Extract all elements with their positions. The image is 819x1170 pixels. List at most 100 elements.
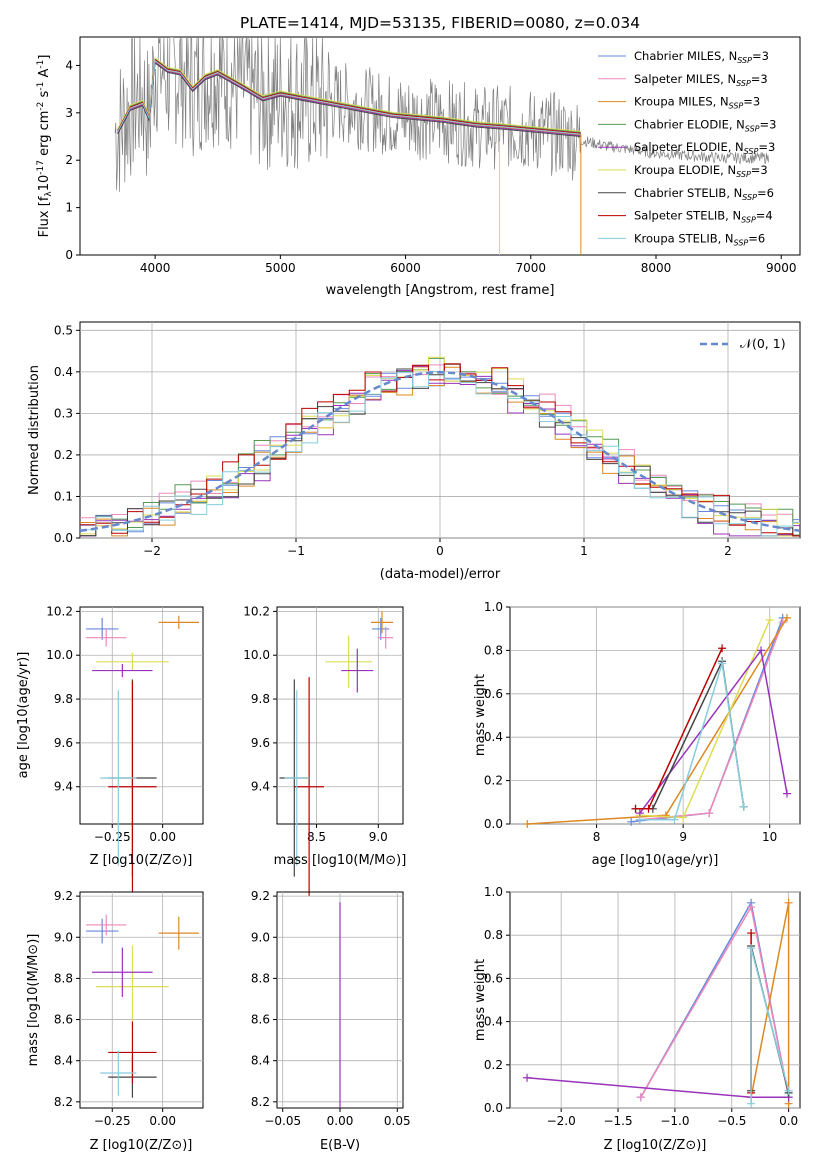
y-tick-label: 8.2 [251,1095,270,1109]
y-tick-label: 0.2 [484,1058,503,1072]
x-tick-label: 2 [724,544,732,558]
residuals-xlabel: (data-model)/error [380,567,501,582]
weight-marker [747,903,756,912]
y-tick-label: 9.8 [251,692,270,706]
y-tick-label: 8.4 [54,1054,73,1068]
legend-entry: Chabrier STELIB, NSSP=6 [634,186,774,202]
age-vs-metallicity-panel: −0.25 0.00 9.4 9.6 9.8 10.0 10.2 Z [log10(Z/Z⊙… [16,604,204,892]
y-tick-label: 0.0 [484,817,503,831]
y-tick-label: 9.4 [251,780,270,794]
age-vs-metallicity-frame [79,606,204,825]
y-tick-label: 0.8 [484,643,503,657]
y-tick-label: 0.1 [54,489,73,503]
age-vs-metallicity-plot-area: −0.25 0.00 9.4 9.6 9.8 10.0 10.2 [46,604,203,892]
y-tick-label: 0.4 [484,1015,503,1029]
mass-vs-metallicity-ylabel: mass [log10(M/M⊙)] [26,934,41,1067]
spectrum-axes-frame [79,36,801,256]
weight-marker [627,817,636,826]
x-tick-label: 8000 [641,261,672,275]
x-tick-label: −0.25 [94,830,131,844]
weight-marker [661,811,670,820]
x-tick-label: 8.5 [307,830,326,844]
age-vs-metallicity-ylabel: age [log10(age/yr)] [16,652,31,779]
x-tick-label: 5000 [265,261,296,275]
weight-vs-metallicity-plot-area: −2.0 −1.5 −1.0 −0.5 0.0 0.0 0.2 0.4 0.6 0.8 1.0 [484,885,800,1128]
legend-entry: Chabrier ELODIE, NSSP=3 [634,117,776,133]
normal-legend-label: 𝒩(0, 1) [740,336,786,351]
spectrum-xlabel: wavelength [Angstrom, rest frame] [326,283,555,298]
age-vs-mass-frame [276,606,404,825]
x-tick-label: −0.25 [94,1114,131,1128]
y-tick-label: 8.6 [54,1013,73,1027]
x-tick-label: 9.0 [369,830,388,844]
x-tick-label: 9 [679,830,687,844]
spectrum-ylabel: Flux [fλ10-17 erg cm-2 s-1 A-1] [36,55,54,238]
y-tick-label: 0.0 [54,531,73,545]
weight-vs-age-plot-area: 8 9 10 0.0 0.2 0.4 0.6 0.8 1.0 [484,600,800,844]
y-tick-label: 0.4 [484,730,503,744]
y-tick-label: 3 [65,106,73,120]
mass-vs-ebv-panel: −0.05 0.00 0.05 8.2 8.4 8.6 8.8 9.0 9.2 E(B-V) [251,889,411,1153]
x-tick-label: 0.05 [384,1114,411,1128]
weight-marker [783,789,792,798]
x-tick-label: −1 [287,544,305,558]
legend-entry: Kroupa ELODIE, NSSP=3 [634,163,768,179]
weight-marker [739,802,748,811]
weight-marker [679,813,688,822]
age-vs-mass-panel: 8.5 9.0 9.4 9.6 9.8 10.0 10.2 mass [log10(M/M⊙… [243,604,406,897]
x-tick-label: 0.00 [327,1114,354,1128]
spectrum-plot-area: 4000 5000 6000 7000 8000 9000 0 1 2 3 4 [65,37,796,275]
weight-line [640,905,790,1098]
x-tick-label: −2 [143,544,161,558]
observed-spectrum-line [114,37,770,192]
y-tick-label: 1 [65,201,73,215]
weight-marker [523,1073,532,1082]
y-tick-label: 0.4 [54,365,73,379]
legend-entry: Salpeter STELIB, NSSP=4 [634,209,773,225]
weight-line [631,617,784,823]
weight-marker [784,1086,793,1095]
legend-entry: Kroupa MILES, NSSP=3 [634,95,760,111]
spectrum-legend: Chabrier MILES, NSSP=3 Salpeter MILES, NS… [598,49,776,247]
y-tick-label: 10.2 [46,604,73,618]
mass-vs-metallicity-plot-area: −0.25 0.00 8.2 8.4 8.6 8.8 9.0 9.2 [54,889,203,1128]
y-tick-label: 9.2 [54,889,73,903]
weight-marker [644,804,653,813]
y-tick-label: 0.2 [54,448,73,462]
y-tick-label: 8.4 [251,1054,270,1068]
weight-marker [765,616,774,625]
x-tick-label: 7000 [516,261,547,275]
weight-marker [523,820,532,828]
y-tick-label: 9.8 [54,692,73,706]
weight-vs-age-xlabel: age [log10(age/yr)] [592,853,719,868]
x-tick-label: 4000 [140,261,171,275]
x-tick-label: −1.5 [603,1114,632,1128]
x-tick-label: 9000 [766,261,797,275]
legend-entry: Salpeter MILES, NSSP=3 [634,72,768,88]
residuals-panel: −2 −1 0 1 2 0.0 0.1 0.2 0.3 0.4 0.5 (data-model)/e… [27,321,801,582]
weight-vs-age-ylabel: mass weight [473,674,488,756]
y-tick-label: 10.0 [46,648,73,662]
y-tick-label: 10.2 [243,604,270,618]
spectrum-panel: 4000 5000 6000 7000 8000 9000 0 1 2 3 4 wavelength… [36,36,801,298]
figure-title: PLATE=1414, MJD=53135, FIBERID=0080, z=0… [240,14,640,32]
mass-vs-metallicity-xlabel: Z [log10(Z/Z⊙)] [90,1138,193,1153]
x-tick-label: 1 [580,544,588,558]
weight-line [639,663,745,821]
weight-vs-metallicity-xlabel: Z [log10(Z/Z⊙)] [604,1138,707,1153]
weight-marker [757,646,766,655]
normal-distribution-curve [79,371,801,532]
mass-vs-ebv-xlabel: E(B-V) [320,1138,360,1153]
mass-vs-ebv-plot-area: −0.05 0.00 0.05 8.2 8.4 8.6 8.8 9.0 9.2 [251,889,411,1128]
weight-vs-age-frame [509,606,801,825]
x-tick-label: −0.05 [264,1114,301,1128]
model-fit-line [117,59,581,135]
weight-marker [631,804,640,813]
weight-line [527,1077,789,1098]
y-tick-label: 0.3 [54,406,73,420]
x-tick-label: 10 [762,830,777,844]
mass-vs-metallicity-frame [79,891,204,1109]
weight-marker [747,929,756,938]
legend-entry: Chabrier MILES, NSSP=3 [634,49,769,65]
